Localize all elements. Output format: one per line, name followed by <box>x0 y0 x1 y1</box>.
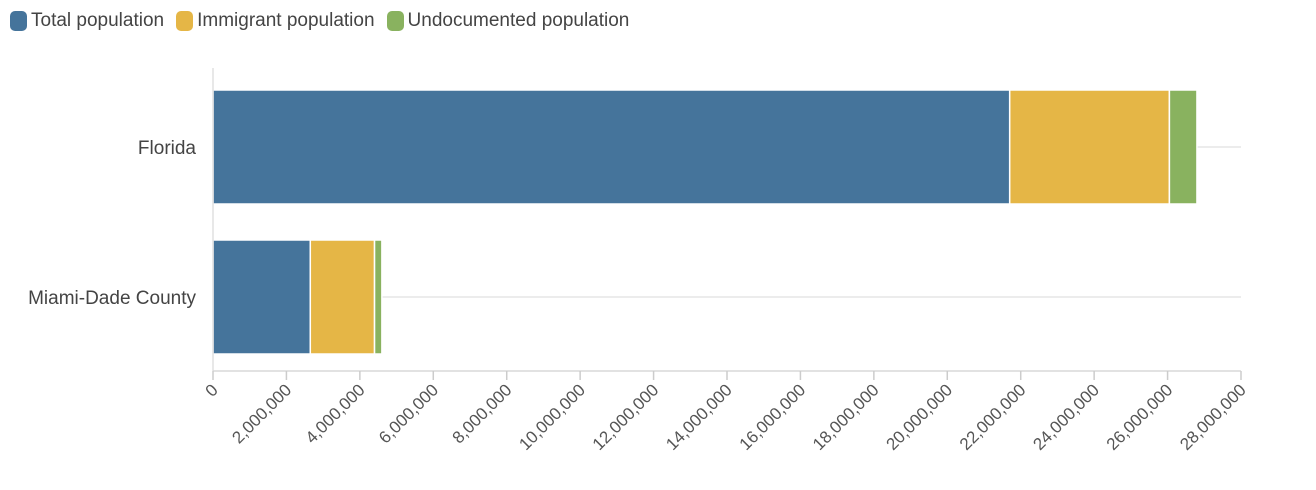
x-tick-label: 0 <box>202 380 222 400</box>
legend-swatch-immigrant-population <box>176 11 194 31</box>
legend-swatch-undocumented-population <box>386 11 404 31</box>
chart-legend: Total population Immigrant population Un… <box>10 8 641 34</box>
bar-florida-total-population[interactable] <box>212 89 1011 205</box>
x-tick-label: 12,000,000 <box>589 380 663 454</box>
category-label-florida: Florida <box>138 138 197 159</box>
bar-miami-dade-county-immigrant-population[interactable] <box>309 239 376 355</box>
x-tick-label: 28,000,000 <box>1176 380 1250 454</box>
x-tick-label: 8,000,000 <box>449 380 516 447</box>
x-tick-label: 20,000,000 <box>883 380 957 454</box>
x-tick-label: 26,000,000 <box>1103 380 1177 454</box>
x-tick-label: 4,000,000 <box>302 380 369 447</box>
bar-florida-immigrant-population[interactable] <box>1008 89 1171 205</box>
legend-item-undocumented-population[interactable]: Undocumented population <box>386 10 630 32</box>
legend-swatch-total-population <box>10 11 27 31</box>
x-tick-label: 10,000,000 <box>515 380 589 454</box>
legend-label-total-population: Total population <box>31 10 165 31</box>
legend-label-undocumented-population: Undocumented population <box>407 10 630 31</box>
x-tick-label: 14,000,000 <box>662 380 736 454</box>
bar-miami-dade-county-undocumented-population[interactable] <box>373 239 383 355</box>
bar-layer <box>212 89 1198 355</box>
legend-item-immigrant-population[interactable]: Immigrant population <box>176 10 375 32</box>
x-tick-label: 6,000,000 <box>375 380 442 447</box>
x-tick-label: 16,000,000 <box>736 380 810 454</box>
legend-label-immigrant-population: Immigrant population <box>197 10 375 31</box>
x-tick-label: 22,000,000 <box>956 380 1030 454</box>
category-label-miami-dade-county: Miami-Dade County <box>28 288 196 309</box>
bar-miami-dade-county-total-population[interactable] <box>212 239 312 355</box>
x-tick-label: 2,000,000 <box>228 380 295 447</box>
legend-item-total-population[interactable]: Total population <box>10 10 164 32</box>
bar-florida-undocumented-population[interactable] <box>1168 89 1198 205</box>
x-tick-label: 18,000,000 <box>809 380 883 454</box>
x-tick-label: 24,000,000 <box>1029 380 1103 454</box>
